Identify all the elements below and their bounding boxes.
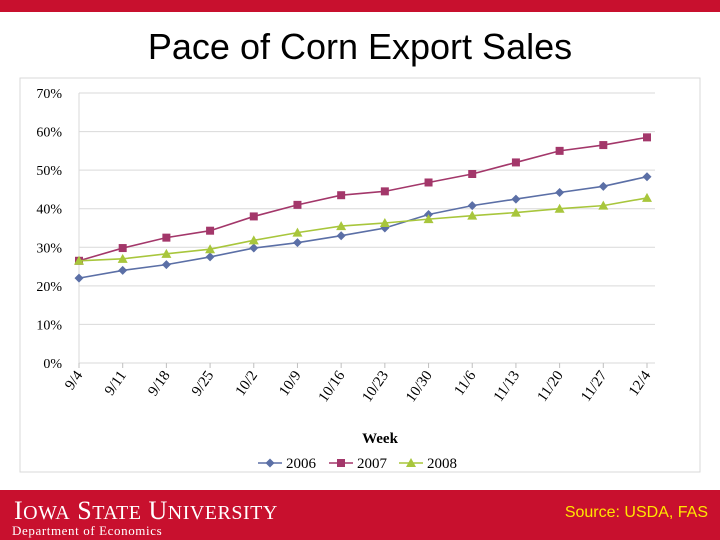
y-tick-label: 50% [36,164,62,179]
data-point-2006 [511,194,521,204]
x-tick-label: 9/18 [145,368,173,399]
x-tick-label: 11/13 [491,368,523,405]
data-point-2007 [424,178,433,187]
y-tick-labels: 0% 10% 20% 30% 40% 50% 60% 70% [36,87,62,372]
data-point-2007 [468,170,477,178]
y-tick-label: 60% [36,126,62,141]
series-line-2006 [78,175,648,279]
legend-label: 2006 [286,456,317,472]
data-point-2008 [248,235,259,245]
x-tick-label: 10/16 [316,368,349,406]
y-tick-label: 20% [36,280,62,295]
series-2007 [75,133,651,265]
top-accent-bar [0,0,720,12]
line-chart: 0% 10% 20% 30% 40% 50% 60% 70% 9/4 9/11 9/18 9/25 1… [19,77,701,473]
data-point-2008 [467,210,478,220]
y-tick-label: 10% [36,318,62,333]
data-point-2008 [336,221,347,231]
x-tick-label: 10/2 [233,368,261,399]
x-tick-label: 12/4 [626,368,655,399]
legend-marker [265,458,275,468]
gridlines [78,92,655,368]
x-tick-label: 11/6 [451,368,479,399]
data-point-2008 [642,192,652,202]
data-point-2008 [554,203,565,213]
data-point-2008 [205,244,216,254]
x-tick-label: 10/9 [276,368,304,399]
data-point-2008 [598,200,609,210]
x-tick-label: 9/11 [102,368,130,399]
footer-bar: IOWA STATE UNIVERSITY Department of Econ… [0,490,720,540]
data-point-2006 [467,201,477,211]
data-point-2007 [118,244,127,253]
x-tick-label: 9/25 [189,368,217,399]
x-axis-title: Week [362,431,398,447]
data-point-2006 [74,273,84,283]
series-2008 [74,192,652,265]
data-point-2007 [643,133,651,142]
series-layer [74,133,652,283]
series-2006 [74,172,652,283]
department-name: Department of Economics [12,523,163,538]
series-line-2007 [78,136,648,262]
data-point-2008 [161,248,172,258]
source-note: Source: USDA, FAS [564,504,708,521]
data-point-2006 [205,252,215,262]
data-point-2006 [555,188,565,198]
data-point-2008 [379,217,390,227]
data-point-2006 [642,172,652,182]
legend-item-2008: 2008 [399,456,457,472]
data-point-2008 [510,207,521,217]
data-point-2007 [380,187,389,196]
data-point-2007 [162,233,171,242]
data-point-2007 [337,191,346,200]
data-point-2006 [336,231,346,241]
y-tick-label: 30% [36,241,62,256]
data-point-2007 [206,226,215,235]
data-point-2006 [161,260,171,270]
data-point-2007 [511,158,520,167]
series-line-2008 [78,197,648,262]
chart-frame [19,77,701,473]
slide-title: Pace of Corn Export Sales [147,26,573,67]
legend-marker [337,459,345,467]
data-point-2008 [292,227,303,237]
x-tick-labels: 9/4 9/11 9/18 9/25 10/2 10/9 10/16 10/23 10/30 11… [62,368,654,406]
y-tick-label: 0% [43,357,62,372]
data-point-2006 [118,265,128,275]
data-point-2006 [249,243,259,253]
legend-item-2007: 2007 [329,456,388,472]
x-tick-label: 9/4 [62,368,86,393]
x-tick-label: 11/27 [578,368,611,405]
legend-label: 2008 [427,456,457,472]
y-tick-label: 40% [36,203,62,218]
data-point-2008 [423,214,434,224]
legend-item-2006: 2006 [258,456,317,472]
legend-label: 2007 [357,456,388,472]
university-name: IOWA STATE UNIVERSITY [14,496,278,525]
data-point-2007 [249,212,258,221]
data-point-2007 [599,141,608,150]
x-tick-label: 11/20 [534,368,566,405]
x-tick-label: 10/30 [403,368,436,405]
data-point-2007 [293,200,302,209]
data-point-2008 [117,253,128,263]
legend: 2006 2007 2008 [258,456,457,472]
x-tick-label: 10/23 [359,368,392,405]
data-point-2006 [292,238,302,248]
legend-marker [406,458,416,467]
data-point-2008 [74,255,84,265]
data-point-2006 [598,181,608,191]
y-tick-label: 70% [36,87,62,102]
data-point-2007 [555,146,564,155]
